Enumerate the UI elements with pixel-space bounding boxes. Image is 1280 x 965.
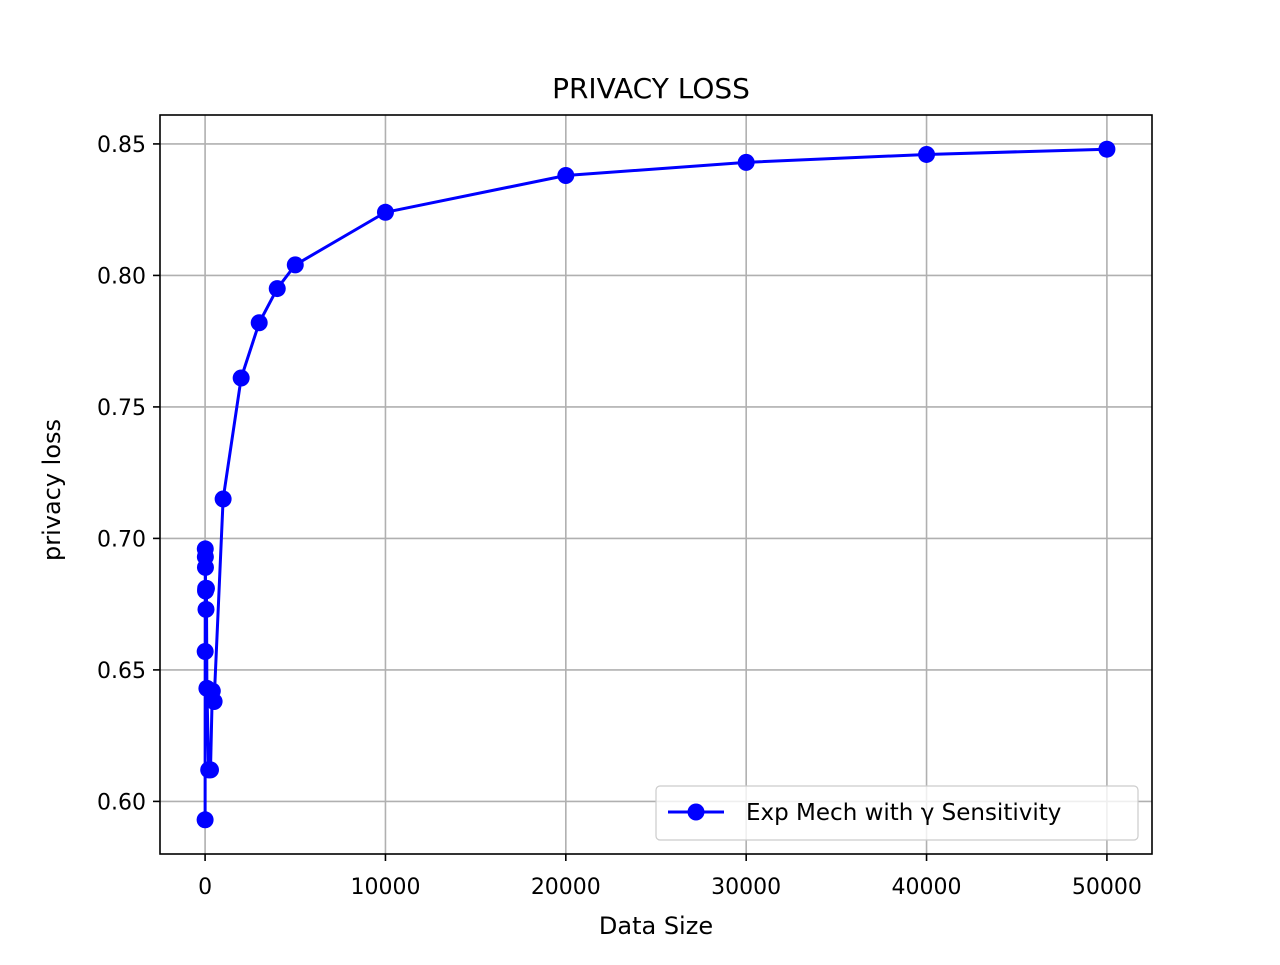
grid — [160, 115, 1152, 854]
y-tick-label: 0.85 — [97, 133, 146, 158]
x-tick-label: 40000 — [892, 875, 962, 900]
x-tick-label: 30000 — [711, 875, 781, 900]
legend-marker-swatch — [687, 803, 705, 821]
data-point — [202, 761, 220, 779]
x-axis-label: Data Size — [599, 912, 713, 940]
y-tick-label: 0.80 — [97, 264, 146, 289]
data-point — [557, 166, 575, 184]
data-point — [214, 490, 232, 508]
data-point — [376, 203, 394, 221]
y-tick-label: 0.70 — [97, 527, 146, 552]
data-point — [196, 811, 214, 829]
y-axis-label: privacy loss — [38, 419, 66, 561]
legend-box — [655, 785, 1139, 841]
legend: Exp Mech with γ Sensitivity — [655, 785, 1139, 841]
data-point — [1098, 140, 1116, 158]
legend-label: Exp Mech with γ Sensitivity — [746, 800, 1061, 826]
data-point — [918, 145, 936, 163]
data-point — [196, 642, 214, 660]
series-layer — [196, 140, 1116, 829]
y-tick-label: 0.65 — [97, 659, 146, 684]
data-point — [205, 692, 223, 710]
x-tick-label: 50000 — [1072, 875, 1142, 900]
x-tick-label: 10000 — [350, 875, 420, 900]
x-tick-label: 20000 — [531, 875, 601, 900]
data-point — [286, 256, 304, 274]
x-tick-label: 0 — [198, 875, 212, 900]
axis-ticks: 0 10000 20000 30000 40000 50000 0.60 0.65 0.70 0.… — [97, 133, 1142, 900]
plot-area-frame — [159, 114, 1153, 855]
y-tick-label: 0.75 — [97, 396, 146, 421]
data-point — [197, 600, 215, 618]
data-point — [268, 280, 286, 298]
data-point — [250, 314, 268, 332]
y-tick-label: 0.60 — [97, 790, 146, 815]
data-point — [232, 369, 250, 387]
data-point — [197, 579, 215, 597]
data-point — [737, 153, 755, 171]
chart-title: PRIVACY LOSS — [552, 72, 750, 105]
data-point — [196, 558, 214, 576]
